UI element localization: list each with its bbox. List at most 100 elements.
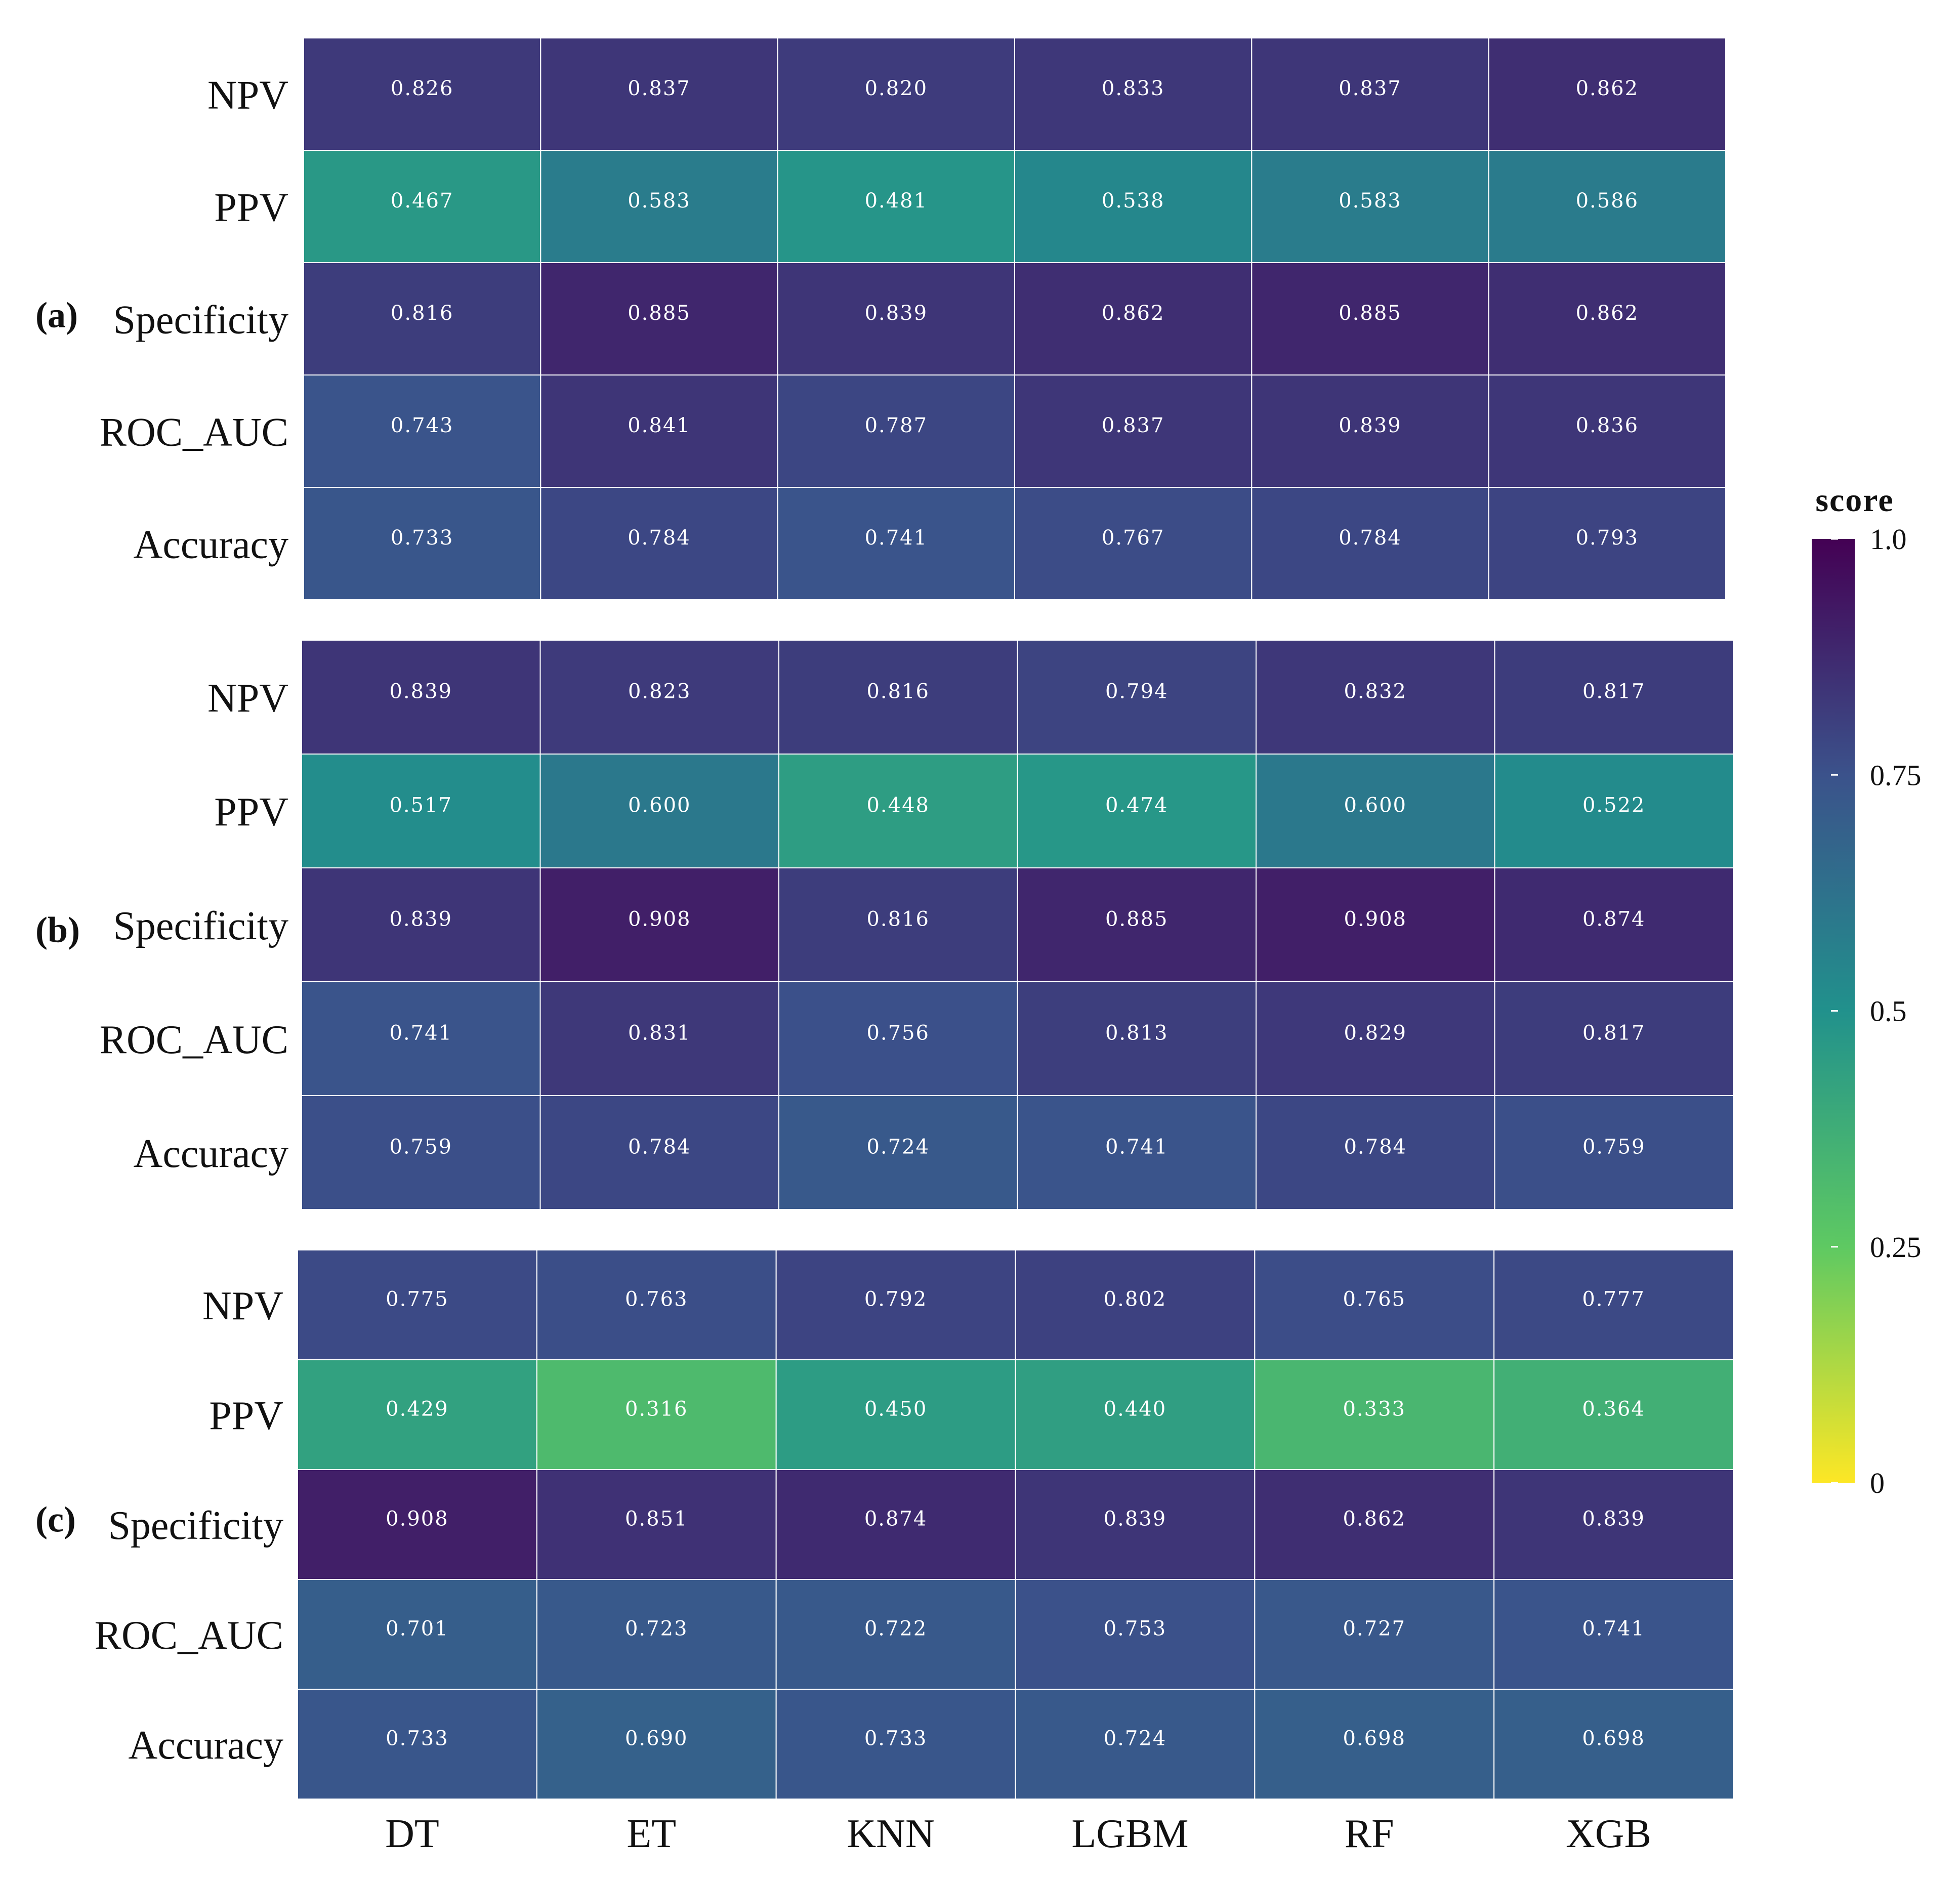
heatmap-cell	[539, 981, 779, 1096]
cell-value-label: 0.862	[1343, 1508, 1406, 1531]
heatmap-cell	[1014, 374, 1253, 488]
cell-value-label: 0.837	[628, 77, 691, 100]
heatmap-cell	[539, 1095, 779, 1210]
heatmap-cell	[1015, 1579, 1256, 1690]
row-label: NPV	[207, 676, 288, 721]
column-label: DT	[385, 1812, 439, 1856]
cell-value-label: 0.793	[1576, 526, 1639, 550]
heatmap-cell	[536, 1689, 777, 1800]
cell-value-label: 0.733	[864, 1727, 928, 1750]
cell-value-label: 0.817	[1582, 1022, 1646, 1045]
cell-value-label: 0.522	[1582, 794, 1646, 817]
cell-value-label: 0.753	[1104, 1617, 1167, 1641]
cell-value-label: 0.765	[1343, 1288, 1406, 1311]
heatmap-cell	[297, 1689, 537, 1800]
cell-value-label: 0.448	[866, 794, 930, 817]
heatmap-cell	[539, 640, 779, 755]
cell-value-label: 0.450	[864, 1398, 928, 1421]
row-label: ROC_AUC	[95, 1613, 283, 1658]
heatmap-cell	[301, 754, 541, 868]
heatmap-cell	[1015, 1249, 1256, 1360]
heatmap-cell	[540, 374, 778, 488]
cell-value-label: 0.316	[625, 1398, 688, 1421]
heatmap-cell	[540, 262, 778, 375]
heatmap-cell	[1017, 1095, 1257, 1210]
cell-value-label: 0.820	[865, 77, 928, 100]
cell-value-label: 0.759	[1582, 1136, 1646, 1159]
colorbar-title: score	[1815, 482, 1894, 519]
cell-value-label: 0.816	[866, 908, 930, 931]
cell-value-label: 0.839	[1582, 1508, 1645, 1531]
cell-value-label: 0.885	[628, 302, 691, 325]
cell-value-label: 0.829	[1344, 1022, 1407, 1045]
cell-value-label: 0.839	[1104, 1508, 1167, 1531]
cell-value-label: 0.823	[628, 680, 691, 703]
heatmap-cell	[303, 150, 541, 263]
cell-value-label: 0.802	[1104, 1288, 1167, 1311]
row-label: ROC_AUC	[100, 410, 288, 454]
cell-value-label: 0.836	[1576, 414, 1639, 437]
row-label: ROC_AUC	[100, 1018, 288, 1062]
cell-value-label: 0.908	[386, 1508, 449, 1531]
cell-value-label: 0.429	[386, 1398, 449, 1421]
heatmap-panel-2: 0.775 0.763 0.792 0.802 0.765 0.777 NPV 0.429 0.…	[35, 1249, 1734, 1800]
cell-value-label: 0.333	[1343, 1398, 1406, 1421]
heatmap-cell	[1494, 867, 1734, 982]
cell-value-label: 0.741	[1105, 1136, 1169, 1159]
heatmap-cell	[301, 867, 541, 982]
column-label: RF	[1345, 1812, 1394, 1856]
cell-value-label: 0.723	[625, 1617, 688, 1641]
colorbar-tick-label: 0	[1870, 1467, 1885, 1499]
cell-value-label: 0.724	[1104, 1727, 1167, 1750]
cell-value-label: 0.792	[864, 1288, 928, 1311]
cell-value-label: 0.837	[1102, 414, 1165, 437]
cell-value-label: 0.851	[625, 1508, 688, 1531]
cell-value-label: 0.787	[865, 414, 928, 437]
cell-value-label: 0.733	[386, 1727, 449, 1750]
heatmap-cell	[1488, 374, 1727, 488]
heatmap-cell	[1493, 1249, 1734, 1360]
heatmap-cell	[1014, 487, 1253, 600]
heatmap-cell	[775, 1249, 1016, 1360]
heatmap-cell	[536, 1249, 777, 1360]
heatmap-cell	[301, 640, 541, 755]
colorbar-tick-label: 0.25	[1870, 1231, 1922, 1264]
cell-value-label: 0.839	[389, 680, 452, 703]
column-label: LGBM	[1071, 1812, 1188, 1856]
cell-value-label: 0.583	[628, 189, 691, 213]
row-label: PPV	[214, 185, 288, 230]
colorbar-tick-label: 0.75	[1870, 759, 1922, 791]
column-label: XGB	[1566, 1812, 1651, 1856]
cell-value-label: 0.759	[389, 1136, 452, 1159]
row-label: NPV	[202, 1284, 283, 1328]
heatmap-cell	[540, 150, 778, 263]
heatmap-cell	[536, 1579, 777, 1690]
cell-value-label: 0.813	[1105, 1022, 1169, 1045]
heatmap-cell	[778, 1095, 1018, 1210]
cell-value-label: 0.784	[628, 526, 691, 550]
cell-value-label: 0.722	[864, 1617, 928, 1641]
cell-value-label: 0.908	[628, 908, 691, 931]
heatmap-cell	[1494, 754, 1734, 868]
heatmap-cell	[1488, 150, 1727, 263]
heatmap-cell	[775, 1689, 1016, 1800]
heatmap-cell	[1254, 1579, 1495, 1690]
cell-value-label: 0.832	[1344, 680, 1407, 703]
heatmap-cell	[1494, 981, 1734, 1096]
heatmap-cell	[301, 981, 541, 1096]
cell-value-label: 0.600	[1344, 794, 1407, 817]
cell-value-label: 0.831	[628, 1022, 691, 1045]
cell-value-label: 0.583	[1339, 189, 1402, 213]
heatmap-cell	[536, 1469, 777, 1580]
cell-value-label: 0.767	[1102, 526, 1165, 550]
cell-value-label: 0.727	[1343, 1617, 1406, 1641]
heatmap-cell	[1017, 981, 1257, 1096]
cell-value-label: 0.701	[386, 1617, 449, 1641]
cell-value-label: 0.833	[1102, 77, 1165, 100]
row-label: NPV	[207, 73, 288, 117]
heatmap-cell	[1488, 37, 1727, 151]
heatmap-cell	[777, 374, 1015, 488]
heatmap-cell	[1493, 1359, 1734, 1470]
cell-value-label: 0.862	[1576, 302, 1639, 325]
